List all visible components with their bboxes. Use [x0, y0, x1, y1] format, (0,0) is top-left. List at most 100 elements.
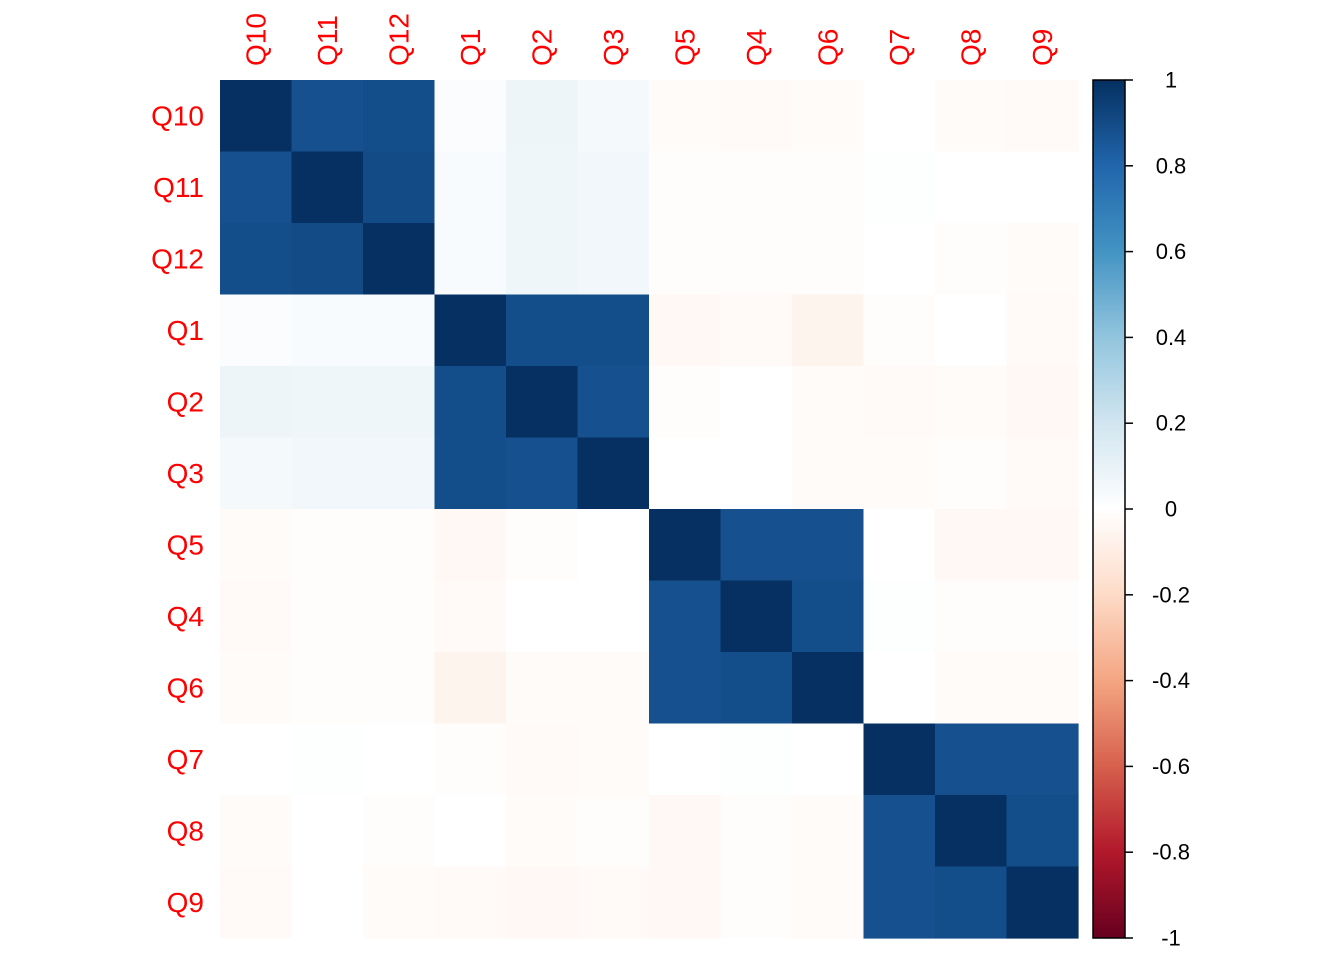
heatmap-cell-q1-q4	[720, 294, 793, 367]
heatmap-cell-q11-q10	[220, 151, 293, 224]
heatmap-cell-q9-q12	[363, 866, 436, 939]
row-label-q6: Q6	[167, 672, 204, 703]
heatmap-cell-q6-q9	[1006, 652, 1079, 725]
colorbar-tick-label: 0	[1165, 497, 1177, 522]
heatmap-cell-q8-q2	[506, 795, 579, 868]
heatmap-cell-q11-q11	[291, 151, 364, 224]
row-label-q9: Q9	[167, 887, 204, 918]
heatmap-cell-q11-q7	[863, 151, 936, 224]
heatmap-cell-q5-q2	[506, 509, 579, 582]
row-label-q11: Q11	[153, 172, 204, 203]
row-label-q7: Q7	[167, 744, 204, 775]
column-label-q12: Q12	[383, 13, 414, 66]
heatmap-cell-q6-q6	[792, 652, 865, 725]
heatmap-cell-q11-q6	[792, 151, 865, 224]
colorbar-tick-label: 0.6	[1156, 239, 1187, 264]
heatmap-cell-q9-q2	[506, 866, 579, 939]
heatmap-cell-q12-q2	[506, 223, 579, 296]
heatmap-cell-q3-q8	[935, 437, 1008, 510]
heatmap-cell-q12-q5	[649, 223, 722, 296]
heatmap-cell-q5-q11	[291, 509, 364, 582]
heatmap-cell-q5-q3	[577, 509, 650, 582]
heatmap-cell-q4-q3	[577, 580, 650, 653]
heatmap-cell-q10-q1	[434, 80, 507, 153]
heatmap-cell-q1-q9	[1006, 294, 1079, 367]
heatmap-cell-q1-q12	[363, 294, 436, 367]
heatmap-cell-q2-q2	[506, 366, 579, 439]
heatmap-cell-q8-q8	[935, 795, 1008, 868]
heatmap-cell-q11-q8	[935, 151, 1008, 224]
heatmap-cell-q10-q12	[363, 80, 436, 153]
heatmap-cell-q5-q8	[935, 509, 1008, 582]
heatmap-cell-q1-q3	[577, 294, 650, 367]
heatmap-cell-q6-q1	[434, 652, 507, 725]
heatmap-cell-q2-q5	[649, 366, 722, 439]
heatmap-cell-q10-q10	[220, 80, 293, 153]
row-label-q5: Q5	[167, 529, 204, 560]
heatmap-cell-q7-q4	[720, 723, 793, 796]
heatmap-cell-q1-q10	[220, 294, 293, 367]
heatmap-cell-q8-q3	[577, 795, 650, 868]
row-label-q1: Q1	[167, 315, 204, 346]
heatmap-cell-q11-q1	[434, 151, 507, 224]
heatmap-cell-q2-q11	[291, 366, 364, 439]
heatmap-cell-q4-q1	[434, 580, 507, 653]
heatmap-cell-q5-q5	[649, 509, 722, 582]
heatmap-cell-q11-q5	[649, 151, 722, 224]
colorbar-tick-label: 1	[1165, 68, 1177, 93]
heatmap-cell-q7-q1	[434, 723, 507, 796]
heatmap-cell-q2-q3	[577, 366, 650, 439]
colorbar-tick-label: 0.2	[1156, 411, 1187, 436]
heatmap-cell-q10-q3	[577, 80, 650, 153]
heatmap-cell-q1-q7	[863, 294, 936, 367]
row-label-q2: Q2	[167, 386, 204, 417]
column-labels: Q10 Q11 Q12 Q1 Q2 Q3 Q5 Q4 Q6 Q7 Q8 Q9	[240, 13, 1058, 66]
colorbar-tick-label: -0.8	[1152, 840, 1190, 865]
heatmap-cell-q9-q7	[863, 866, 936, 939]
heatmap-cell-q7-q9	[1006, 723, 1079, 796]
heatmap-cell-q12-q6	[792, 223, 865, 296]
heatmap-cell-q3-q2	[506, 437, 579, 510]
heatmap-cell-q7-q10	[220, 723, 293, 796]
heatmap-cell-q5-q10	[220, 509, 293, 582]
heatmap-cell-q10-q4	[720, 80, 793, 153]
heatmap-cell-q10-q7	[863, 80, 936, 153]
heatmap-cell-q3-q5	[649, 437, 722, 510]
heatmap-cell-q12-q1	[434, 223, 507, 296]
heatmap-cell-q6-q4	[720, 652, 793, 725]
heatmap-cells	[220, 80, 1079, 939]
heatmap-cell-q1-q6	[792, 294, 865, 367]
heatmap-cell-q8-q7	[863, 795, 936, 868]
heatmap-cell-q12-q12	[363, 223, 436, 296]
column-label-q4: Q4	[741, 29, 772, 66]
column-label-q3: Q3	[598, 29, 629, 66]
heatmap-cell-q5-q6	[792, 509, 865, 582]
colorbar-tick-label: -0.6	[1152, 754, 1190, 779]
heatmap-cell-q10-q6	[792, 80, 865, 153]
heatmap-cell-q3-q3	[577, 437, 650, 510]
colorbar-gradient	[1092, 79, 1126, 939]
heatmap-cell-q1-q1	[434, 294, 507, 367]
heatmap-cell-q2-q1	[434, 366, 507, 439]
heatmap-cell-q8-q4	[720, 795, 793, 868]
column-label-q5: Q5	[669, 29, 700, 66]
heatmap-cell-q12-q10	[220, 223, 293, 296]
heatmap-cell-q4-q10	[220, 580, 293, 653]
heatmap-cell-q1-q11	[291, 294, 364, 367]
heatmap-cell-q9-q3	[577, 866, 650, 939]
heatmap-cell-q11-q9	[1006, 151, 1079, 224]
heatmap-cell-q10-q11	[291, 80, 364, 153]
heatmap-cell-q7-q11	[291, 723, 364, 796]
heatmap-cell-q6-q10	[220, 652, 293, 725]
heatmap-cell-q7-q3	[577, 723, 650, 796]
colorbar-tick-label: 0.4	[1156, 325, 1187, 350]
heatmap-cell-q4-q9	[1006, 580, 1079, 653]
heatmap-cell-q4-q4	[720, 580, 793, 653]
heatmap-cell-q10-q8	[935, 80, 1008, 153]
heatmap-cell-q3-q7	[863, 437, 936, 510]
heatmap-cell-q11-q12	[363, 151, 436, 224]
heatmap-cell-q2-q9	[1006, 366, 1079, 439]
colorbar-ticks: 1 0.8 0.6 0.4 0.2 0 -0.2 -0.4 -0.6 -0.8 -1	[1125, 68, 1190, 951]
heatmap-cell-q3-q9	[1006, 437, 1079, 510]
heatmap-cell-q11-q3	[577, 151, 650, 224]
